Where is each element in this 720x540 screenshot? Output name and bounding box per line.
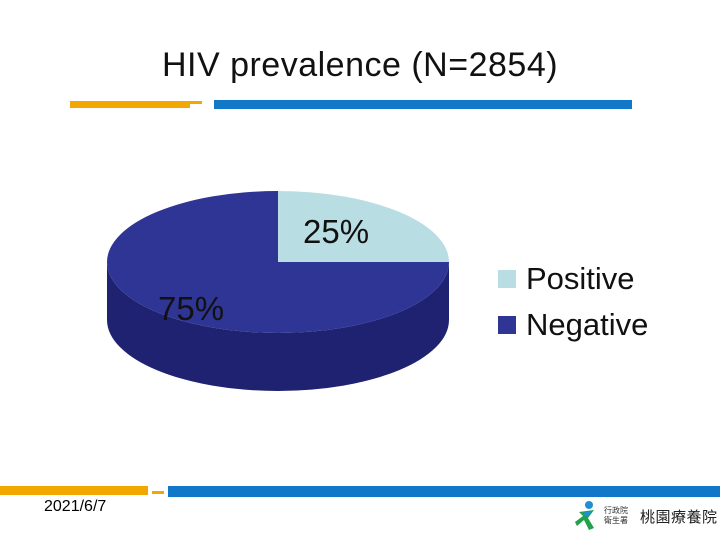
pie-slice-positive [278,191,449,262]
footer-date: 2021/6/7 [44,498,107,515]
title-underline-blue [214,100,632,109]
title-underline-dash [190,101,202,104]
legend-item-negative: Negative [498,302,648,348]
pie-slice-negative [107,191,449,333]
legend-item-positive: Positive [498,256,648,302]
legend-swatch-negative [498,316,516,334]
pie-side [107,262,449,391]
legend-swatch-positive [498,270,516,288]
legend-label-positive: Positive [526,261,635,296]
footer-logo: 行政院 衛生署 桃園療養院 [574,500,718,532]
footer-bar-blue [168,486,720,497]
footer-bar-orange [0,486,148,495]
pie-label-positive: 25% [303,213,369,250]
pie-label-negative: 75% [158,290,224,327]
org-name: 行政院 衛生署 [604,506,634,526]
org-name-line1: 行政院 [604,506,628,515]
org-name-line2: 衛生署 [604,516,628,525]
legend-label-negative: Negative [526,307,649,342]
hospital-name: 桃園療養院 [640,508,718,526]
hospital-figure-icon [575,501,594,530]
legend: Positive Negative [498,256,648,348]
footer-bar-dash [152,491,164,494]
pie-group [107,191,449,391]
chart-title: HIV prevalence (N=2854) [161,46,559,84]
title-underline-orange [70,101,190,108]
